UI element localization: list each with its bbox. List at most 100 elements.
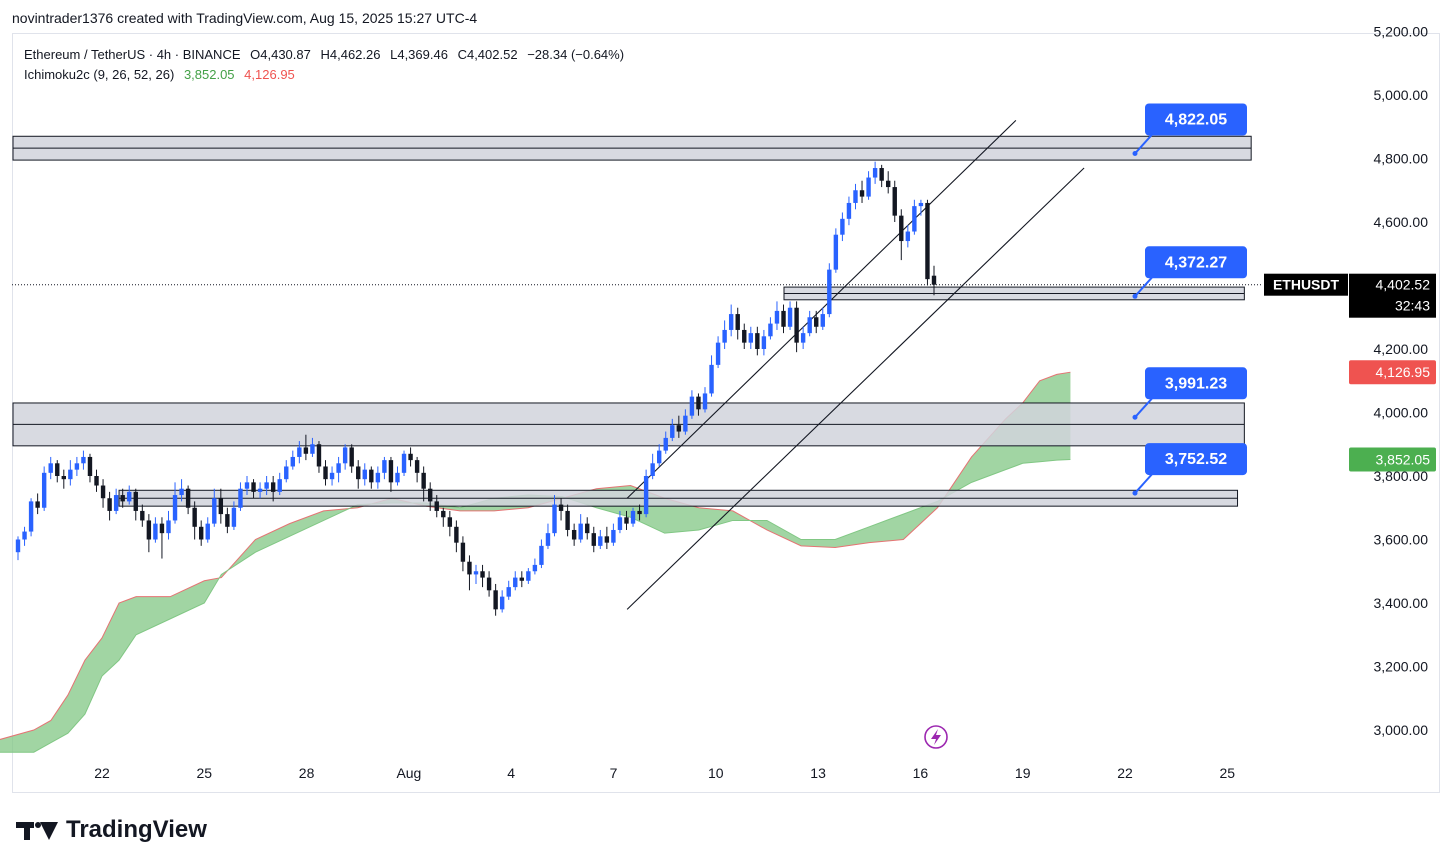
candle	[598, 529, 603, 550]
symbol-badge-text: ETHUSDT	[1273, 277, 1340, 293]
candle	[565, 504, 570, 537]
candle-body	[670, 425, 675, 438]
candle-body	[61, 476, 66, 480]
callout-text: 4,372.27	[1165, 254, 1227, 271]
y-tick-label: 4,800.00	[1374, 151, 1429, 167]
candle-body	[800, 333, 806, 343]
candle	[532, 558, 538, 575]
candle	[853, 183, 858, 210]
candle	[303, 434, 309, 461]
candle	[310, 437, 315, 457]
ichimoku-badge-bg	[1349, 360, 1436, 385]
candle	[270, 476, 276, 502]
candle-body	[657, 450, 662, 464]
candle	[807, 310, 812, 337]
candle-body	[931, 275, 937, 285]
candle	[892, 180, 897, 222]
candle-body	[231, 507, 237, 527]
candle-body	[22, 531, 27, 540]
x-tick-label: 7	[610, 765, 618, 781]
symbol-name[interactable]: Ethereum / TetherUS · 4h · BINANCE	[24, 47, 241, 62]
callout-dot	[1132, 293, 1138, 299]
candle-body	[565, 510, 570, 530]
footer-brand[interactable]: TradingView	[16, 816, 207, 844]
y-tick-label: 3,000.00	[1374, 722, 1429, 738]
candle	[800, 326, 806, 349]
price-callout: 4,372.27	[1132, 246, 1247, 299]
candle-body	[755, 333, 760, 349]
trend-channel	[626, 120, 1085, 610]
indicator-value-upper: 4,126.95	[244, 67, 295, 82]
indicator-name[interactable]: Ichimoku2c (9, 26, 52, 26)	[24, 67, 175, 82]
candle-body	[768, 323, 773, 337]
candle-body	[362, 469, 367, 480]
candle	[624, 510, 629, 530]
candle	[846, 196, 852, 226]
lightning-icon[interactable]	[924, 725, 948, 749]
x-tick-label: 16	[913, 765, 929, 781]
y-tick-label: 3,600.00	[1374, 532, 1429, 548]
candle-body	[401, 453, 407, 473]
candle	[545, 523, 551, 550]
candle-body	[879, 168, 884, 181]
candle-body	[356, 466, 361, 480]
candle-body	[519, 577, 524, 581]
indicator-value-lower: 3,852.05	[183, 67, 235, 82]
candle-body	[336, 463, 341, 473]
candle	[657, 444, 662, 467]
callout-box	[1145, 443, 1247, 476]
candle	[159, 517, 165, 559]
candle	[447, 510, 453, 537]
candle-body	[133, 491, 138, 511]
candle	[814, 310, 819, 334]
candle	[604, 526, 610, 550]
candle	[231, 501, 237, 530]
candle	[401, 450, 407, 476]
candle-body	[41, 472, 47, 508]
candle	[441, 507, 446, 527]
candle	[388, 456, 394, 492]
candle-body	[735, 314, 740, 330]
channel-lower-line	[626, 167, 1085, 610]
candle	[107, 491, 112, 521]
candle-body	[853, 190, 858, 203]
candle-body	[408, 453, 413, 461]
candle	[794, 301, 799, 353]
candle	[493, 583, 498, 616]
candle-body	[382, 460, 387, 473]
candle	[702, 387, 708, 413]
x-tick-label: 19	[1015, 765, 1031, 781]
candle-body	[689, 396, 695, 416]
candle	[48, 456, 53, 480]
candle-body	[146, 520, 152, 540]
callout-dot	[1132, 150, 1138, 156]
candle	[408, 447, 413, 467]
candle-body	[892, 187, 897, 216]
tradingview-logo-icon	[16, 819, 58, 841]
symbol-badge-bg	[1264, 273, 1348, 296]
candle-body	[172, 495, 178, 521]
ichimoku-badge: 3,852.05	[1349, 447, 1436, 472]
candle	[899, 209, 904, 261]
candle	[872, 161, 878, 184]
candle-body	[807, 317, 812, 334]
candle	[650, 453, 655, 480]
candle-body	[159, 523, 165, 534]
candle-body	[395, 472, 400, 483]
candle	[68, 460, 73, 486]
candle	[28, 498, 34, 537]
ohlc-open: O4,430.87	[250, 47, 311, 62]
candle	[728, 304, 734, 337]
candle	[905, 225, 911, 248]
candle-body	[310, 444, 315, 454]
callout-box	[1145, 367, 1247, 400]
candle	[611, 523, 616, 546]
candle-body	[277, 479, 282, 492]
candle-body	[676, 425, 682, 432]
candle-body	[473, 571, 479, 575]
candle-body	[107, 498, 112, 511]
last-price-badge-bg	[1349, 273, 1436, 318]
candle	[375, 466, 381, 489]
candle-body	[329, 472, 335, 480]
